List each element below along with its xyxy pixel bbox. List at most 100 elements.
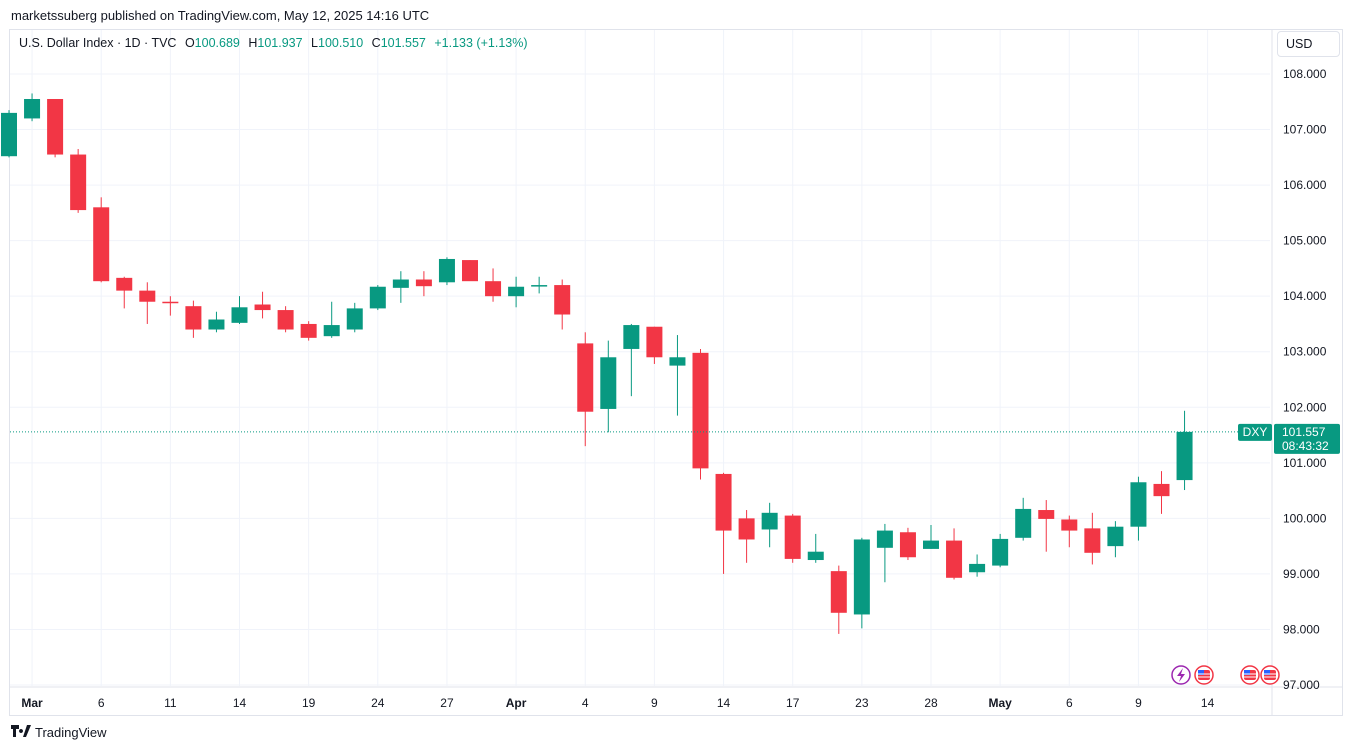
candle [346,302,363,333]
high-value: 101.937 [257,36,303,50]
price-tick-label: 107.000 [1283,123,1327,137]
candle [24,93,41,122]
candle-body [992,538,1009,566]
price-axis: 108.000 107.000 106.000 105.000 104.000 103.0… [1283,67,1327,692]
publisher-line: marketssuberg published on TradingView.c… [11,8,430,23]
candle [462,260,478,282]
price-tick-label: 99.000 [1283,567,1320,581]
candle-body [761,512,778,530]
candle [438,257,455,286]
price-tag [1274,423,1340,454]
candle [1,110,17,158]
candle-body [438,258,455,283]
candle [392,271,409,303]
time-tick-label: 17 [786,696,800,710]
price-tag-countdown: 08:43:32 [1282,439,1329,453]
candle-body [1061,519,1078,531]
candle-body [254,304,271,311]
flag-canton [1264,670,1270,675]
price-tag-value: 101.557 [1282,425,1326,439]
us-flag-event-icon [1260,665,1280,685]
candle [93,197,110,283]
candle-body [47,98,64,155]
candle [830,565,847,634]
candle [300,321,317,341]
open-value: 100.689 [194,36,240,50]
symbol-tag-label: DXY [1243,425,1268,439]
grid-lines [10,30,1342,716]
candle [969,554,986,577]
price-tick-label: 101.000 [1283,456,1327,470]
candle-body [830,571,847,613]
candle [692,348,709,480]
candle-body [531,285,548,287]
time-tick-label: 6 [1066,696,1073,710]
time-tick-label: 14 [717,696,731,710]
candle-body [577,343,594,412]
price-tick-label: 106.000 [1283,178,1327,192]
candle-body [646,326,663,358]
price-tick-label: 104.000 [1283,289,1327,303]
candle [623,323,640,397]
candle [1130,476,1147,541]
candles [1,93,1193,634]
candle [853,537,870,629]
candle-body [1038,510,1055,519]
candle [185,300,202,338]
low-label: L [311,36,318,50]
flag-canton [1244,670,1250,675]
currency-button[interactable]: USD [1277,31,1340,57]
candle [600,340,617,433]
candle-body [231,307,248,323]
candle [554,279,571,330]
price-tick-label: 100.000 [1283,511,1327,525]
close-value: 101.557 [380,36,426,50]
price-tick-label: 98.000 [1283,622,1320,636]
candle-body [462,260,478,282]
candle-body [969,563,986,573]
candle-body [600,357,617,409]
candle-body [300,323,317,338]
time-tick-label: 23 [855,696,869,710]
candle-body [876,530,893,548]
candle [70,148,87,213]
time-tick-label: Apr [506,696,527,710]
candle-body [162,301,179,304]
tradingview-wordmark: TradingView [35,725,107,740]
candle [807,533,824,563]
candle-body [277,310,294,330]
event-markers [1171,665,1280,685]
candle [646,326,663,364]
candle [992,533,1009,568]
candle-body [784,515,801,559]
candle [876,523,893,583]
candle-body [807,551,824,561]
candle [577,332,594,447]
footer-brand[interactable]: TradingView [11,725,107,740]
us-flag-event-icon [1240,665,1260,685]
symbol-title[interactable]: U.S. Dollar Index · 1D · TVC [19,36,177,50]
candle [1084,512,1101,565]
candle [231,296,248,324]
time-tick-label: May [988,696,1012,710]
candle [715,472,732,574]
candle-body [1153,483,1170,497]
candle-body [208,319,225,330]
time-tick-label: 11 [164,696,177,710]
candle-body [738,518,755,540]
candle-body [485,281,502,297]
price-tick-label: 97.000 [1283,678,1320,692]
time-tick-label: 14 [1201,696,1215,710]
candle-body [899,532,916,558]
candle [208,311,225,333]
candle-body [323,325,340,337]
time-tick-label: 9 [1135,696,1142,710]
time-tick-label: 19 [302,696,316,710]
candle-body [1176,431,1193,481]
price-tick-label: 103.000 [1283,345,1327,359]
candle [47,98,64,158]
candle-body [715,473,732,531]
candle [531,276,548,294]
